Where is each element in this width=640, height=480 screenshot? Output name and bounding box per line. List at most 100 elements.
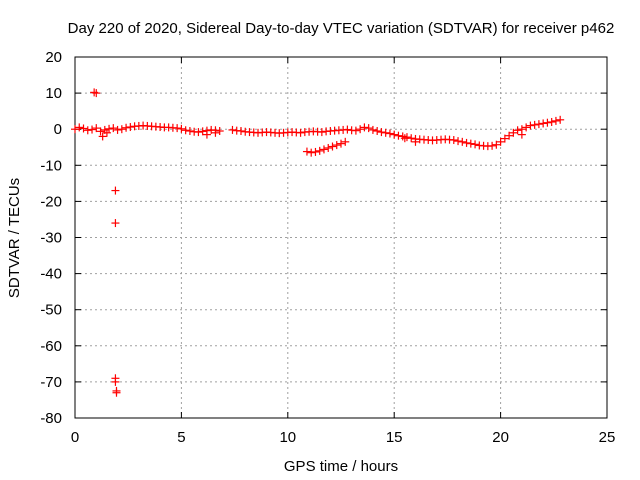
- data-point: [88, 125, 97, 134]
- data-point: [236, 127, 245, 136]
- data-point: [505, 131, 514, 140]
- data-point: [360, 123, 369, 132]
- data-point: [539, 119, 548, 128]
- data-point: [96, 127, 105, 136]
- data-point: [556, 115, 565, 124]
- data-point: [92, 124, 101, 133]
- data-point: [215, 127, 224, 136]
- data-point: [526, 121, 535, 130]
- data-point: [341, 137, 350, 146]
- data-point: [411, 137, 420, 146]
- data-point: [509, 128, 518, 137]
- x-axis-label: GPS time / hours: [284, 458, 398, 475]
- y-tick-label: 0: [54, 121, 62, 138]
- data-point: [328, 142, 337, 151]
- data-point: [111, 219, 120, 228]
- data-point: [302, 147, 311, 156]
- data-point: [390, 130, 399, 139]
- data-point: [92, 89, 101, 98]
- data-point: [381, 128, 390, 137]
- data-point: [126, 123, 135, 132]
- x-tick-label: 25: [599, 429, 616, 446]
- x-tick-label: 10: [279, 429, 296, 446]
- data-point: [90, 88, 99, 97]
- data-point: [364, 124, 373, 133]
- data-point: [400, 134, 409, 143]
- data-point: [181, 126, 190, 135]
- data-point: [202, 130, 211, 139]
- data-point: [83, 126, 92, 135]
- data-point: [373, 127, 382, 136]
- data-point: [394, 131, 403, 140]
- y-tick-label: -80: [40, 410, 62, 427]
- data-point: [517, 130, 526, 139]
- data-point: [332, 141, 341, 150]
- data-point: [105, 124, 114, 133]
- data-point: [102, 128, 111, 137]
- data-point: [111, 186, 120, 195]
- data-point: [496, 137, 505, 146]
- chart-title: Day 220 of 2020, Sidereal Day-to-day VTE…: [68, 20, 615, 37]
- data-point: [466, 139, 475, 148]
- y-tick-labels: 20 10 0 -10 -20 -30 -40 -50 -60 -70 -80: [40, 49, 62, 427]
- data-point: [337, 139, 345, 148]
- data-point: [454, 137, 463, 146]
- data-point: [458, 137, 467, 146]
- data-point: [317, 128, 326, 137]
- data-point: [356, 125, 365, 134]
- data-point: [351, 126, 360, 135]
- data-point: [449, 136, 458, 145]
- data-point: [530, 120, 539, 129]
- y-tick-label: -20: [40, 193, 62, 210]
- data-point: [185, 127, 194, 136]
- data-point: [117, 125, 126, 134]
- data-point: [315, 146, 324, 155]
- data-point: [109, 124, 118, 133]
- data-point: [173, 124, 182, 133]
- data-point: [368, 125, 377, 134]
- x-tick-label: 5: [177, 429, 185, 446]
- data-point: [79, 124, 88, 133]
- data-point: [343, 125, 352, 134]
- data-point: [547, 117, 556, 126]
- y-axis-label: SDTVAR / TECUs: [6, 178, 23, 298]
- data-point: [98, 132, 107, 141]
- x-tick-label: 15: [386, 429, 403, 446]
- data-point: [398, 132, 407, 141]
- y-tick-label: -50: [40, 302, 62, 319]
- data-point: [198, 127, 207, 136]
- data-point: [296, 128, 305, 137]
- y-tick-label: -70: [40, 374, 62, 391]
- y-tick-label: -60: [40, 338, 62, 355]
- data-point: [177, 124, 186, 133]
- data-point: [551, 116, 560, 125]
- data-point: [534, 120, 543, 129]
- data-points: [71, 88, 565, 397]
- data-point: [377, 128, 386, 137]
- data-point: [500, 134, 509, 143]
- data-point: [385, 129, 394, 138]
- y-tick-label: -30: [40, 230, 62, 247]
- data-point: [543, 118, 552, 127]
- data-point: [194, 128, 203, 137]
- x-tick-label: 0: [71, 429, 79, 446]
- data-point: [402, 133, 411, 142]
- data-point: [471, 140, 480, 149]
- data-point: [513, 126, 522, 135]
- data-point: [211, 128, 220, 137]
- data-point: [311, 147, 320, 156]
- grid-layer: [75, 57, 607, 418]
- y-tick-label: -10: [40, 157, 62, 174]
- data-point: [111, 377, 120, 386]
- data-point: [492, 140, 501, 149]
- x-tick-label: 20: [492, 429, 509, 446]
- data-point: [228, 125, 237, 134]
- y-tick-label: 20: [45, 49, 62, 66]
- data-point: [462, 138, 471, 147]
- data-point: [522, 123, 531, 132]
- data-point: [324, 143, 333, 152]
- data-point: [488, 141, 497, 150]
- y-tick-label: 10: [45, 85, 62, 102]
- data-point: [71, 125, 79, 134]
